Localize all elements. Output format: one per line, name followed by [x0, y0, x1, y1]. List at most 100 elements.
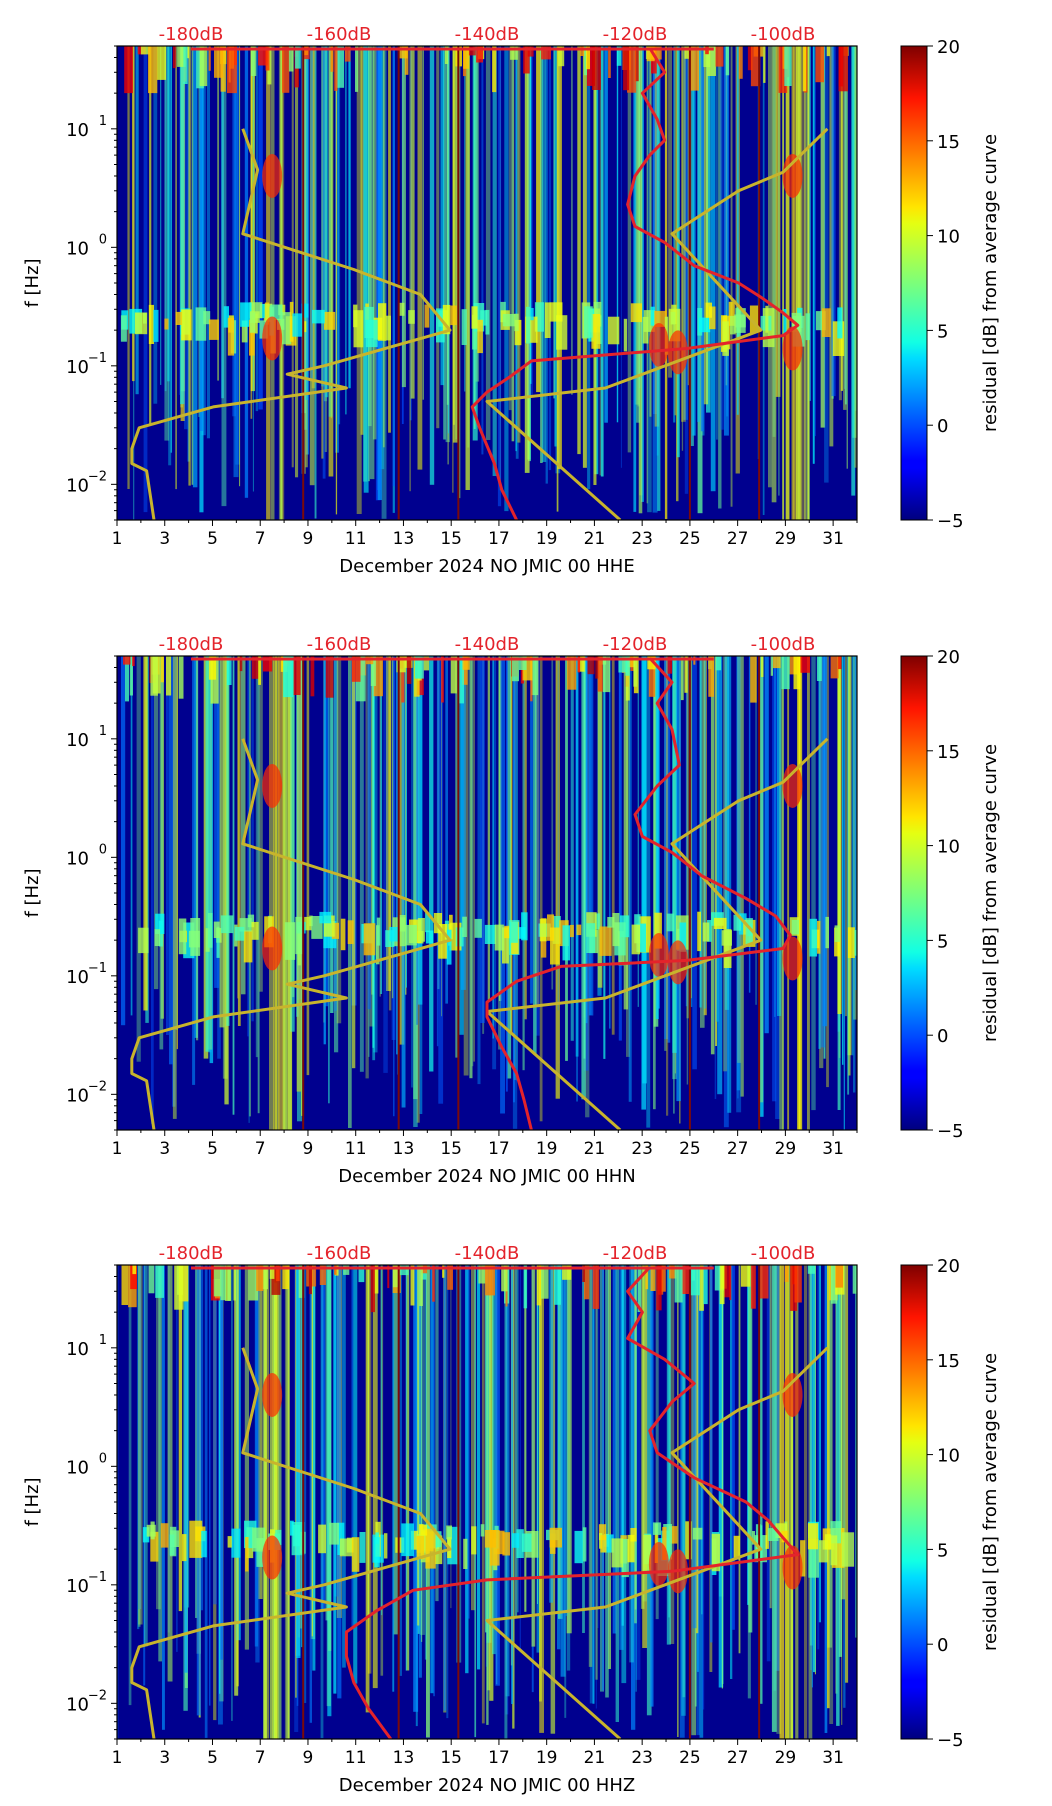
- spectrogram-column: [646, 46, 649, 504]
- microseism-patch: [574, 1530, 583, 1564]
- x-tick-label: 15: [440, 1748, 462, 1768]
- db-tick-label: -140dB: [455, 634, 520, 655]
- spectrogram-column: [724, 656, 730, 1010]
- spectrogram-column: [380, 1265, 384, 1676]
- spectrogram-column: [747, 1265, 750, 1605]
- hf-patch: [227, 46, 237, 94]
- spectrogram-column: [740, 656, 744, 1097]
- hf-patch: [419, 1265, 423, 1306]
- spectrogram-column: [775, 656, 780, 1119]
- spectrogram-column: [492, 46, 497, 476]
- spectrogram-column: [438, 656, 444, 1104]
- spectrogram-column: [121, 656, 126, 1026]
- hf-patch: [750, 1265, 756, 1309]
- spectrogram-column: [237, 656, 239, 999]
- microseism-patch: [263, 303, 273, 322]
- spectrogram-column: [498, 656, 501, 1050]
- spectrogram-column: [219, 656, 225, 1028]
- spectrogram-column: [248, 656, 250, 1123]
- hf-patch: [759, 1265, 769, 1299]
- spectrogram-background: [117, 46, 857, 520]
- spectrogram-column: [737, 656, 742, 1063]
- microseism-patch: [521, 912, 528, 941]
- microseism-patch: [153, 309, 159, 342]
- microseism-patch: [220, 915, 234, 934]
- y-tick-label: 10: [66, 730, 89, 751]
- spectrogram-column: [250, 46, 255, 392]
- spectrogram-column: [167, 1265, 173, 1682]
- spectrogram-column: [151, 656, 154, 1124]
- colorbar-tick-label: 20: [937, 1256, 960, 1277]
- hf-patch: [183, 46, 188, 84]
- colorbar: [900, 1264, 928, 1740]
- spectrogram-column: [360, 46, 364, 435]
- microseism-patch: [733, 1535, 740, 1560]
- microseism-patch: [442, 304, 451, 335]
- hf-patch: [210, 656, 219, 704]
- hf-patch: [830, 1265, 838, 1304]
- spectrogram-column: [791, 46, 797, 520]
- spectrogram-column: [417, 656, 423, 1005]
- spectrogram-column: [535, 656, 539, 1007]
- x-tick-label: 25: [679, 1139, 701, 1159]
- spectrogram-column: [715, 656, 719, 1022]
- spectrogram-column: [845, 656, 847, 1017]
- microseism-patch: [485, 309, 490, 335]
- spectrogram-column: [649, 46, 652, 417]
- spectrogram-column: [600, 46, 604, 477]
- microseism-patch: [783, 309, 787, 334]
- microseism-patch: [323, 311, 336, 330]
- microseism-patch: [847, 927, 855, 958]
- x-tick-label: 1: [112, 1748, 123, 1768]
- microseism-patch: [636, 923, 646, 953]
- spectrogram-column: [611, 656, 615, 1035]
- spectrogram-column: [838, 1265, 842, 1657]
- microseism-patch: [363, 923, 376, 956]
- microseism-patch: [155, 913, 165, 934]
- hf-patch: [276, 1265, 280, 1282]
- hf-patch: [852, 1265, 857, 1294]
- microseism-patch: [143, 312, 147, 324]
- y-tick-exponent: −2: [88, 1688, 107, 1703]
- spectrogram-column: [436, 656, 439, 1047]
- spectrogram-column: [513, 656, 515, 1103]
- hf-patch: [450, 656, 457, 694]
- hf-patch: [233, 1265, 236, 1301]
- hf-patch: [370, 1265, 375, 1313]
- spectrogram-column: [372, 1265, 378, 1689]
- hf-patch: [707, 46, 716, 76]
- microseism-patch: [494, 924, 504, 951]
- microseism-patch: [252, 1527, 266, 1552]
- spectrogram-column: [576, 656, 578, 1102]
- spectrogram-column: [450, 1265, 452, 1609]
- spectrogram-column: [818, 656, 821, 1049]
- spectrogram-column: [589, 656, 592, 1016]
- hf-patch: [715, 46, 724, 67]
- hot-spot: [262, 1372, 283, 1417]
- spectrogram-column: [710, 46, 716, 492]
- spectrogram-column: [681, 1265, 686, 1716]
- spectrogram-column: [492, 656, 497, 1070]
- spectrogram-column: [845, 1265, 849, 1683]
- db-tick-label: -160dB: [307, 1243, 372, 1264]
- spectrogram-column: [647, 46, 652, 513]
- spectrogram-column: [172, 656, 177, 1119]
- spectrogram-column: [170, 46, 172, 453]
- y-tick-label: 10: [66, 1576, 89, 1597]
- microseism-patch: [339, 1538, 353, 1557]
- spectrogram-column: [217, 656, 221, 1059]
- spectrogram-column: [537, 1265, 538, 1604]
- db-tick-label: -120dB: [603, 24, 668, 45]
- spectrogram-column: [710, 656, 715, 1055]
- x-axis-label: December 2024 NO JMIC 00 HHN: [338, 1166, 636, 1187]
- microseism-patch: [728, 301, 735, 326]
- spectrogram-column: [255, 46, 259, 412]
- hf-patch: [310, 656, 315, 697]
- hf-patch: [582, 1265, 585, 1282]
- spectrogram-column: [413, 1265, 419, 1712]
- x-tick-label: 19: [536, 1139, 558, 1159]
- spectrogram-column: [517, 1265, 519, 1613]
- microseism-patch: [815, 311, 826, 331]
- spectrogram-column: [324, 46, 328, 452]
